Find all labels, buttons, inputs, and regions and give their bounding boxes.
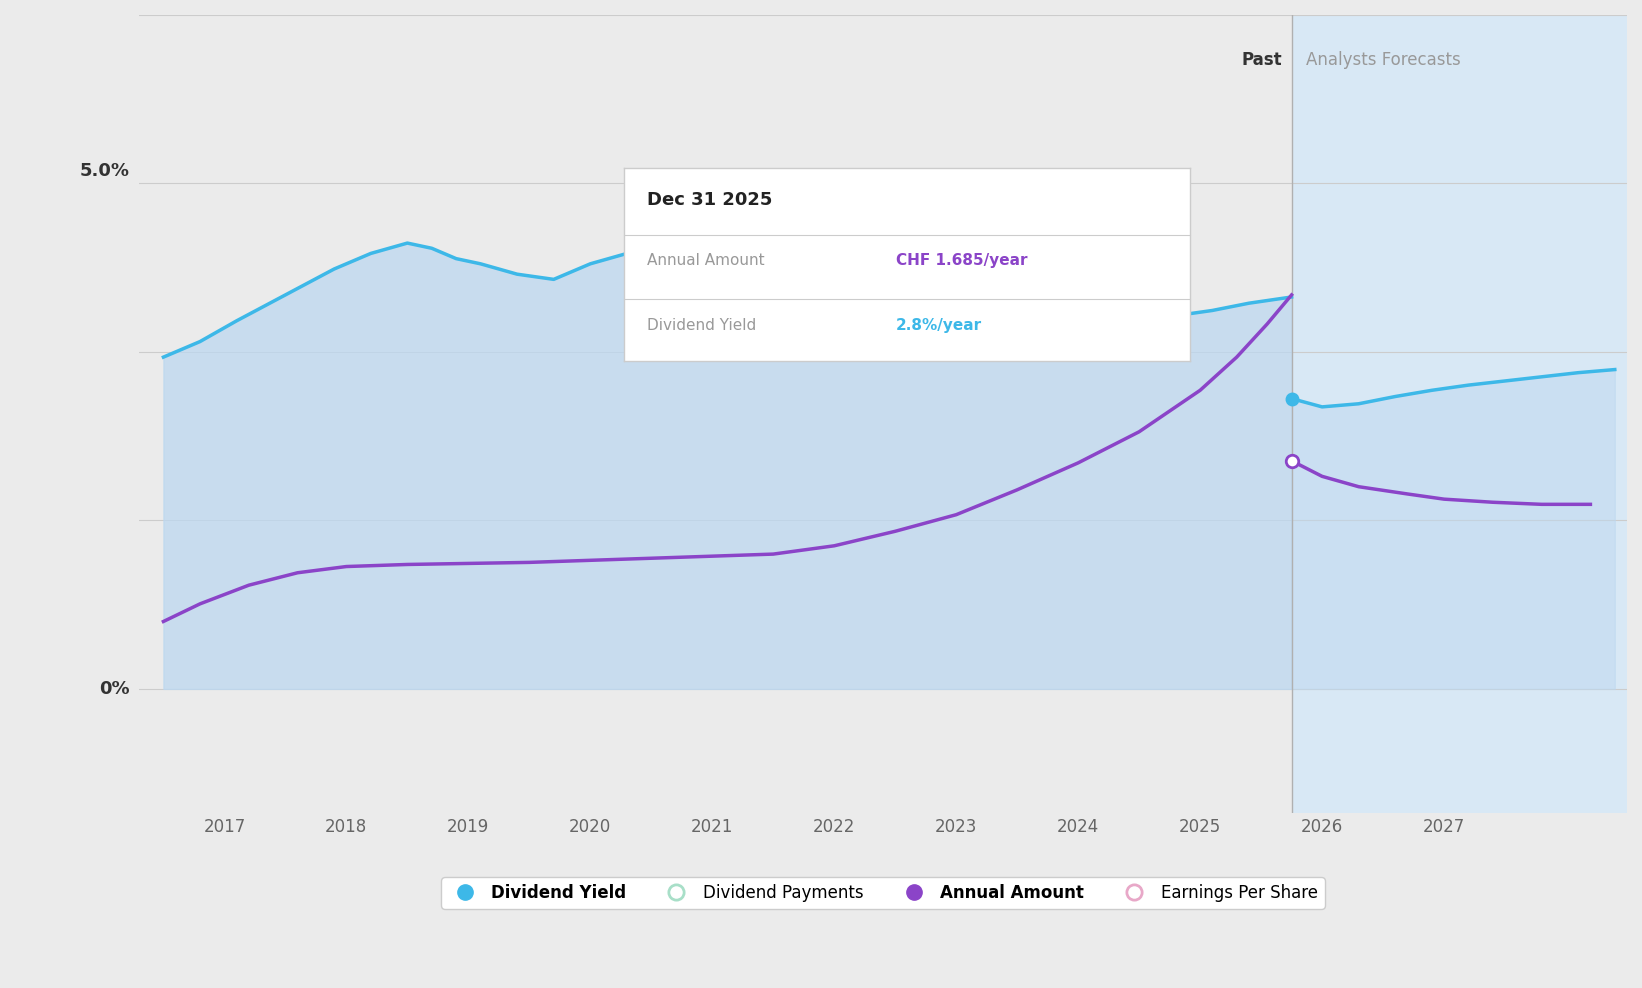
Text: 2.8%/year: 2.8%/year <box>897 318 982 333</box>
Text: Past: Past <box>1241 51 1282 69</box>
Text: CHF 1.685/year: CHF 1.685/year <box>897 253 1028 268</box>
Text: 0%: 0% <box>99 680 130 698</box>
Text: Dec 31 2025: Dec 31 2025 <box>647 191 772 209</box>
Bar <box>1292 15 1627 813</box>
Legend: Dividend Yield, Dividend Payments, Annual Amount, Earnings Per Share: Dividend Yield, Dividend Payments, Annua… <box>442 877 1325 909</box>
Text: Dividend Yield: Dividend Yield <box>647 318 755 333</box>
Text: 5.0%: 5.0% <box>79 161 130 180</box>
Text: Annual Amount: Annual Amount <box>647 253 764 268</box>
Text: Analysts Forecasts: Analysts Forecasts <box>1307 51 1461 69</box>
